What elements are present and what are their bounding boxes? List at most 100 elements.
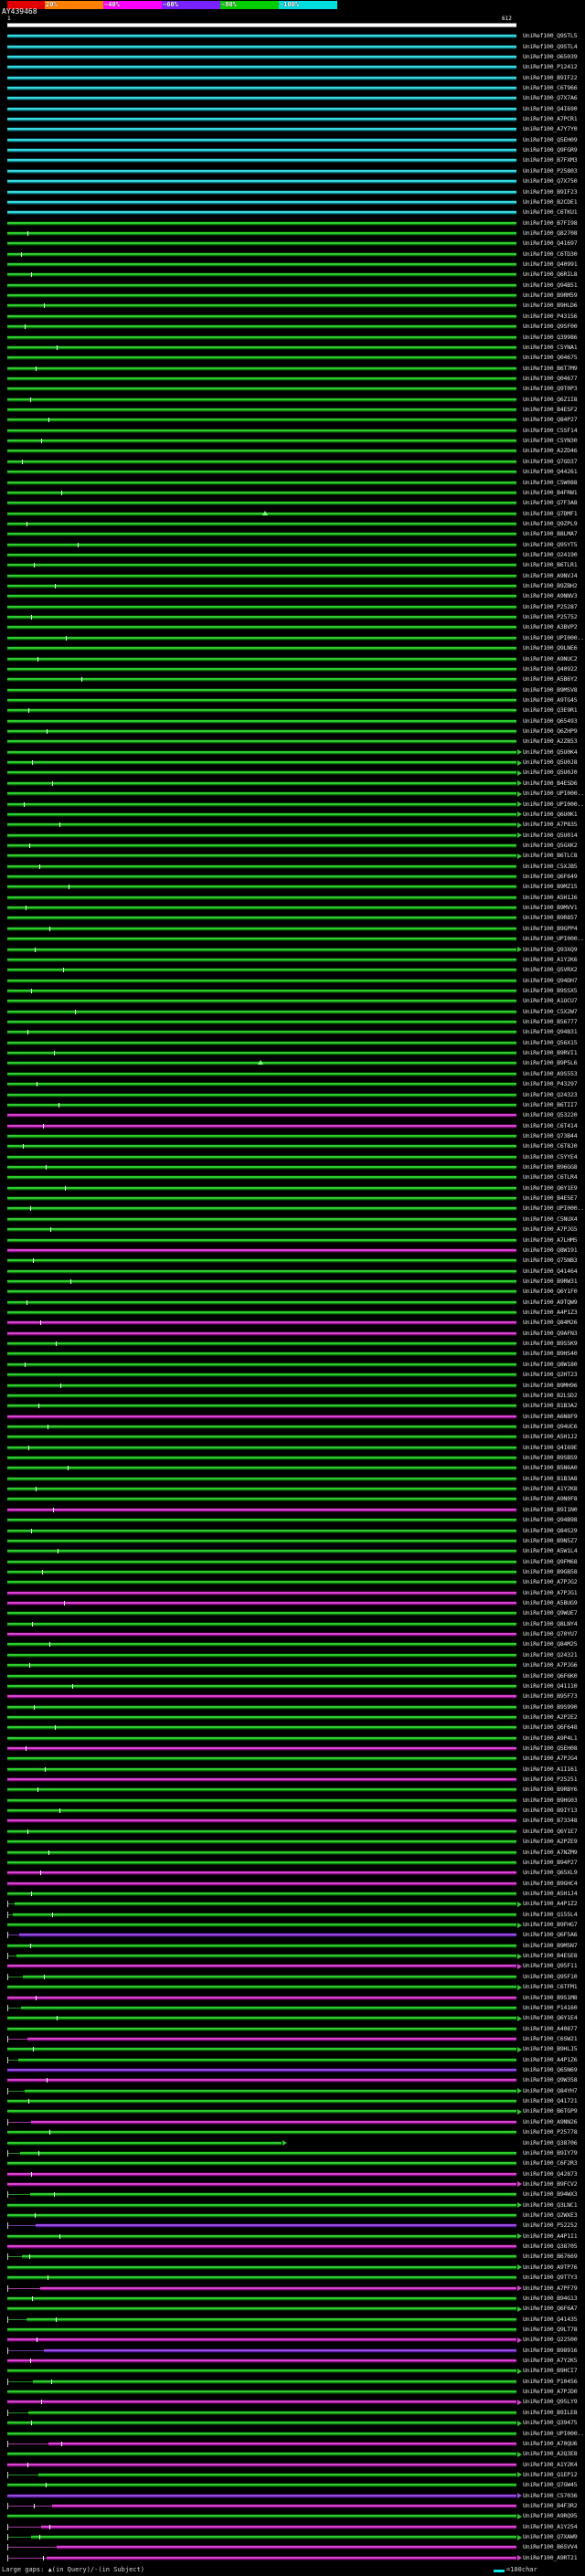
alignment-row[interactable]: UniRef100_B4ESE8 xyxy=(0,1951,585,1961)
hit-alignment-bar[interactable] xyxy=(7,2109,516,2115)
alignment-row[interactable]: UniRef100_Q5EH08 xyxy=(0,1744,585,1754)
hit-label[interactable]: UniRef100_A70QU6 xyxy=(523,2439,578,2447)
hit-alignment-bar[interactable] xyxy=(7,137,516,143)
hit-alignment-bar[interactable] xyxy=(46,2555,516,2560)
hit-alignment-bar[interactable] xyxy=(7,2213,516,2219)
alignment-row[interactable]: UniRef100_UPI000... xyxy=(0,934,585,944)
hit-label[interactable]: UniRef100_Q7GD37 xyxy=(523,457,578,465)
hit-alignment-bar[interactable] xyxy=(7,96,516,101)
hit-alignment-bar[interactable] xyxy=(7,2078,516,2083)
hit-alignment-bar[interactable] xyxy=(7,324,516,330)
alignment-row[interactable]: UniRef100_A5H1J2 xyxy=(0,1432,585,1442)
hit-alignment-bar[interactable] xyxy=(7,1352,516,1357)
alignment-row[interactable]: UniRef100_B4ESF2 xyxy=(0,405,585,415)
hit-alignment-bar[interactable] xyxy=(7,2337,516,2343)
alignment-row[interactable]: UniRef100_A4P1Z3 xyxy=(0,1308,585,1318)
hit-alignment-bar[interactable] xyxy=(7,1424,516,1429)
hit-label[interactable]: UniRef100_A3BVP2 xyxy=(523,623,578,631)
alignment-row[interactable]: UniRef100_Q6F6K0 xyxy=(0,1670,585,1680)
hit-alignment-bar[interactable] xyxy=(7,1881,516,1886)
hit-label[interactable]: UniRef100_Q7X750 xyxy=(523,177,578,186)
alignment-row[interactable]: UniRef100_Q42873 xyxy=(0,2168,585,2178)
hit-label[interactable]: UniRef100_A9NVJ4 xyxy=(523,571,578,579)
hit-alignment-bar[interactable] xyxy=(7,1497,516,1502)
hit-alignment-bar[interactable] xyxy=(7,210,516,216)
hit-alignment-bar[interactable] xyxy=(7,811,516,817)
alignment-row[interactable]: UniRef100_Q04675 xyxy=(0,353,585,363)
hit-alignment-bar[interactable] xyxy=(7,1082,516,1087)
alignment-row[interactable]: UniRef100_Q95YT5 xyxy=(0,539,585,549)
hit-label[interactable]: UniRef100_Q6Z1I8 xyxy=(523,395,578,403)
hit-label[interactable]: UniRef100_Q65N69 xyxy=(523,2066,578,2074)
hit-alignment-bar[interactable] xyxy=(7,978,516,983)
hit-label[interactable]: UniRef100_A7PCR1 xyxy=(523,115,578,123)
hit-label[interactable]: UniRef100_Q41721 xyxy=(523,2097,578,2105)
hit-alignment-bar[interactable] xyxy=(7,2068,516,2073)
alignment-row[interactable]: UniRef100_A1Y254 xyxy=(0,2522,585,2532)
alignment-row[interactable]: UniRef100_B9S1M8 xyxy=(0,1992,585,2002)
alignment-row[interactable]: UniRef100_Q95F11 xyxy=(0,1961,585,1971)
hit-alignment-bar[interactable] xyxy=(7,1040,516,1045)
hit-label[interactable]: UniRef100_Q84M25 xyxy=(523,1640,578,1648)
hit-alignment-bar[interactable] xyxy=(7,666,516,672)
hit-label[interactable]: UniRef100_Q5U0J8 xyxy=(523,758,578,767)
hit-alignment-bar[interactable] xyxy=(7,1102,516,1108)
hit-label[interactable]: UniRef100_B56777 xyxy=(523,1018,578,1026)
alignment-row[interactable]: UniRef100_Q75NB3 xyxy=(0,1256,585,1266)
hit-label[interactable]: UniRef100_O65039 xyxy=(523,52,578,60)
alignment-row[interactable]: UniRef100_Q84M25 xyxy=(0,1639,585,1649)
hit-label[interactable]: UniRef100_P43297 xyxy=(523,1080,578,1088)
alignment-row[interactable]: UniRef100_UPI000... xyxy=(0,1203,585,1214)
hit-alignment-bar[interactable] xyxy=(7,875,516,880)
hit-alignment-bar[interactable] xyxy=(7,1278,516,1284)
hit-label[interactable]: UniRef100_Q95F10 xyxy=(523,1972,578,1980)
hit-alignment-bar[interactable] xyxy=(7,1247,516,1253)
hit-label[interactable]: UniRef100_Q6F649 xyxy=(523,873,578,881)
alignment-row[interactable]: UniRef100_Q41464 xyxy=(0,1266,585,1276)
hit-label[interactable]: UniRef100_Q40922 xyxy=(523,664,578,673)
hit-label[interactable]: UniRef100_A2Q3E8 xyxy=(523,2450,578,2458)
hit-alignment-bar[interactable] xyxy=(7,148,516,154)
hit-label[interactable]: UniRef100_Q39986 xyxy=(523,333,578,341)
alignment-row[interactable]: UniRef100_B9IF22 xyxy=(0,72,585,82)
hit-label[interactable]: UniRef100_B6TII7 xyxy=(523,1100,578,1108)
hit-alignment-bar[interactable] xyxy=(7,470,516,475)
hit-alignment-bar[interactable] xyxy=(7,272,516,278)
hit-label[interactable]: UniRef100_UPI000... xyxy=(523,1204,585,1213)
alignment-row[interactable]: UniRef100_B1B3A2 xyxy=(0,1401,585,1411)
alignment-row[interactable]: UniRef100_B9GHC4 xyxy=(0,1878,585,1888)
alignment-row[interactable]: UniRef100_B5N6A0 xyxy=(0,1463,585,1473)
hit-label[interactable]: UniRef100_B4ESF2 xyxy=(523,406,578,413)
hit-label[interactable]: UniRef100_C6T8J0 xyxy=(523,1142,578,1150)
hit-alignment-bar[interactable] xyxy=(7,1009,516,1014)
alignment-row[interactable]: UniRef100_B9HLJ5 xyxy=(0,2044,585,2054)
alignment-row[interactable]: UniRef100_P25287 xyxy=(0,602,585,612)
hit-alignment-bar[interactable] xyxy=(7,511,516,516)
hit-label[interactable]: UniRef100_B9GPP4 xyxy=(523,924,578,932)
alignment-row[interactable]: UniRef100_B9M5N7 xyxy=(0,1941,585,1951)
hit-alignment-bar[interactable] xyxy=(7,1797,516,1803)
hit-alignment-bar[interactable] xyxy=(7,2264,516,2270)
hit-alignment-bar[interactable] xyxy=(7,532,516,537)
alignment-row[interactable]: UniRef100_A9TG45 xyxy=(0,695,585,705)
alignment-row[interactable]: UniRef100_C5XJB5 xyxy=(0,862,585,872)
hit-label[interactable]: UniRef100_Q70YU7 xyxy=(523,1630,578,1638)
hit-label[interactable]: UniRef100_A1OCU7 xyxy=(523,997,578,1005)
hit-alignment-bar[interactable] xyxy=(7,1206,516,1212)
hit-alignment-bar[interactable] xyxy=(7,1714,516,1720)
hit-label[interactable]: UniRef100_Q93XQ9 xyxy=(523,945,578,953)
hit-label[interactable]: UniRef100_P10456 xyxy=(523,2377,578,2385)
alignment-row[interactable]: UniRef100_UPI000... xyxy=(0,633,585,643)
alignment-row[interactable]: UniRef100_B7FI98 xyxy=(0,217,585,228)
hit-label[interactable]: UniRef100_C5SF14 xyxy=(523,426,578,434)
hit-label[interactable]: UniRef100_A4P1Z2 xyxy=(523,1900,578,1908)
alignment-row[interactable]: UniRef100_B9HCI7 xyxy=(0,2366,585,2376)
hit-alignment-bar[interactable] xyxy=(7,1258,516,1264)
alignment-row[interactable]: UniRef100_A2PZE9 xyxy=(0,1837,585,1847)
hit-label[interactable]: UniRef100_A7P835 xyxy=(523,821,578,829)
hit-alignment-bar[interactable] xyxy=(7,853,516,859)
alignment-row[interactable]: UniRef100_C6F2R3 xyxy=(0,2158,585,2168)
hit-alignment-bar[interactable] xyxy=(7,615,516,620)
hit-alignment-bar[interactable] xyxy=(13,1912,516,1917)
alignment-row[interactable]: UniRef100_B4FRW1 xyxy=(0,488,585,498)
